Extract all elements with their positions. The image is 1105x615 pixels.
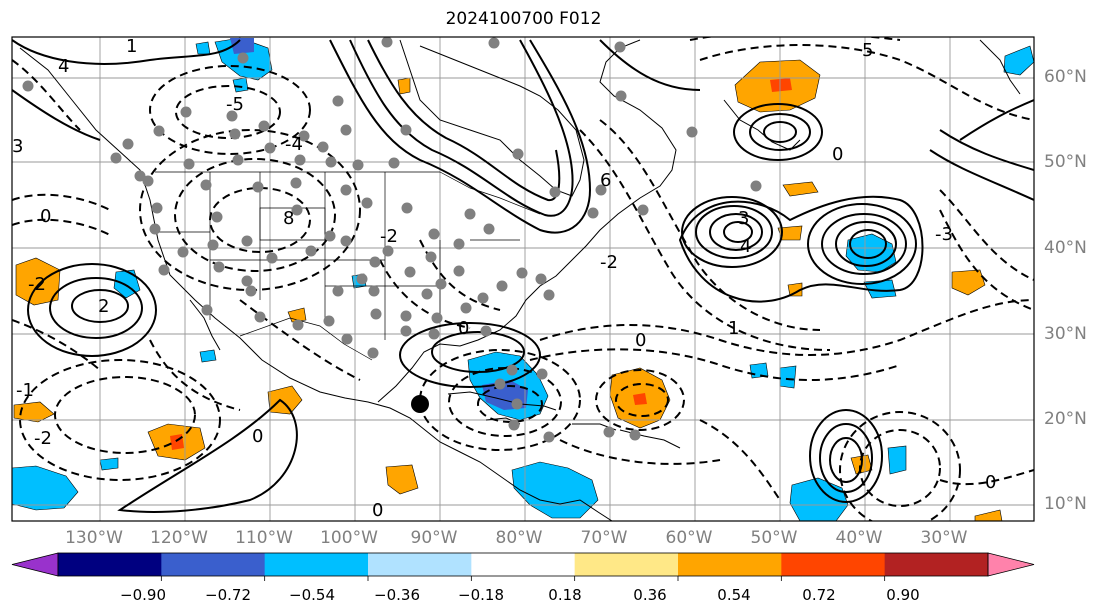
colorbar-segment xyxy=(678,553,782,576)
lon-label: 60°W xyxy=(665,528,713,548)
station-dots xyxy=(22,37,762,443)
lon-label: 120°W xyxy=(150,528,208,548)
lat-label: 20°N xyxy=(1044,409,1087,429)
contour-label: 3 xyxy=(738,208,749,229)
colorbar-tick-label: −0.18 xyxy=(458,586,504,604)
lat-label: 50°N xyxy=(1044,152,1087,172)
lat-label: 30°N xyxy=(1044,324,1087,344)
contour-label: 2 xyxy=(98,296,109,317)
strong-positive-shading xyxy=(170,78,792,450)
colorbar-segment xyxy=(471,553,576,576)
state-borders xyxy=(155,171,541,361)
strong-negative-shading xyxy=(230,38,528,410)
storm-center-marker xyxy=(411,395,429,413)
colorbar-segment xyxy=(58,553,162,576)
map-frame xyxy=(11,36,1035,522)
contour-label: -2 xyxy=(34,428,52,449)
colorbar-segment xyxy=(781,553,886,576)
solid-contours xyxy=(12,39,1034,513)
colorbar-tick-label: 0.18 xyxy=(548,586,582,604)
contour-label: -2 xyxy=(600,252,618,273)
contour-label: 3 xyxy=(12,136,23,157)
contour-label: 1 xyxy=(126,36,137,57)
contour-label: 0 xyxy=(372,500,383,521)
contour-label: 0 xyxy=(832,144,843,165)
colorbar-segment xyxy=(368,553,472,576)
colorbar-segment xyxy=(574,553,679,576)
contour-label: 0 xyxy=(458,318,469,339)
contour-label: 0 xyxy=(985,472,996,493)
contour-label: 0 xyxy=(40,206,51,227)
contour-label: 6 xyxy=(600,170,611,191)
contour-label: -2 xyxy=(28,274,46,295)
lat-label: 40°N xyxy=(1044,238,1087,258)
colorbar-arrow-high xyxy=(987,552,1035,577)
colorbar-segment xyxy=(161,553,266,576)
lat-label: 10°N xyxy=(1044,494,1087,514)
contour-label: 0 xyxy=(252,426,263,447)
plot-title: 2024100700 F012 xyxy=(445,9,602,29)
colorbar-tick-label: 0.54 xyxy=(717,586,751,604)
contour-label: -3 xyxy=(935,224,953,245)
lon-label: 100°W xyxy=(320,528,378,548)
colorbar-tick-label: 0.72 xyxy=(802,586,836,604)
lon-label: 70°W xyxy=(580,528,628,548)
colorbar-tick-label: −0.72 xyxy=(205,586,251,604)
contour-label: 0 xyxy=(635,330,646,351)
contour-label: 5 xyxy=(862,40,873,61)
colorbar-tick-label: 0.36 xyxy=(633,586,667,604)
colorbar-tick-label: −0.36 xyxy=(374,586,420,604)
colorbar-tick-label: 0.90 xyxy=(886,586,920,604)
colorbar-segment xyxy=(264,553,369,576)
lat-label: 60°N xyxy=(1044,67,1087,87)
contour-label: 8 xyxy=(283,208,294,229)
lon-label: 130°W xyxy=(65,528,123,548)
contour-label: 4 xyxy=(58,56,69,77)
contour-label-group: 0 0 0 0 0 0 0 1 1 -1 2 -2 -2 -2 -2 3 3 -… xyxy=(12,36,996,521)
colorbar xyxy=(11,552,1035,581)
lon-label: 90°W xyxy=(410,528,458,548)
lon-label: 30°W xyxy=(920,528,968,548)
contour-label: 4 xyxy=(740,236,751,257)
lon-label: 80°W xyxy=(495,528,543,548)
contour-label: -5 xyxy=(226,94,244,115)
contour-label: 1 xyxy=(728,318,739,339)
colorbar-outline xyxy=(57,552,989,577)
lon-label: 40°W xyxy=(835,528,883,548)
lon-label: 50°W xyxy=(750,528,798,548)
contour-label: -2 xyxy=(380,226,398,247)
colorbar-arrow-low xyxy=(11,552,59,577)
contour-label: -4 xyxy=(285,134,303,155)
contour-label: -1 xyxy=(16,380,34,401)
colorbar-segment xyxy=(884,553,989,576)
colorbar-tick-label: −0.90 xyxy=(120,586,166,604)
colorbar-tick-label: −0.54 xyxy=(289,586,335,604)
lon-label: 110°W xyxy=(235,528,293,548)
